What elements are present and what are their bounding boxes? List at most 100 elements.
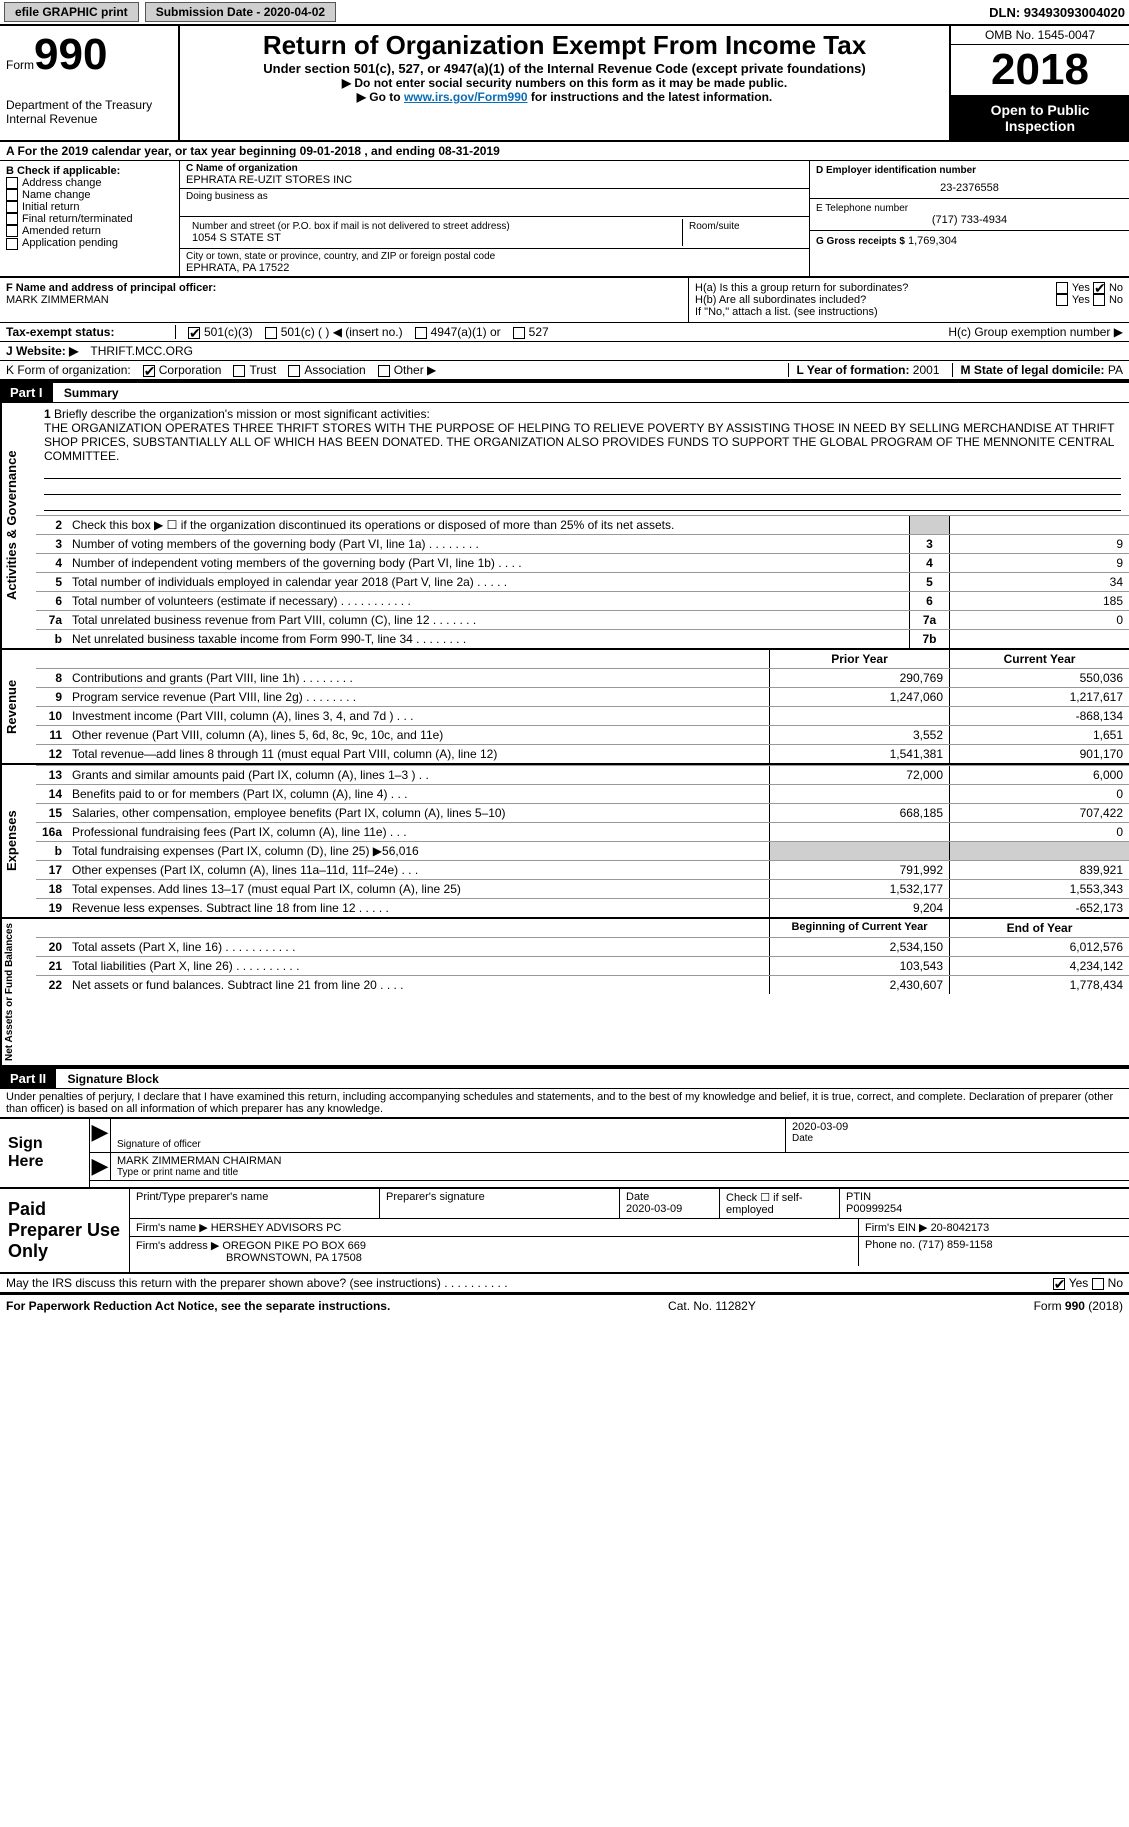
opt-527: 527: [529, 325, 549, 339]
prior-year-val: 72,000: [769, 766, 949, 784]
line-desc: Number of voting members of the governin…: [68, 535, 909, 553]
chk-address-change[interactable]: [6, 177, 18, 189]
prior-year-val: [769, 785, 949, 803]
prior-year-val: [769, 823, 949, 841]
chk-initial-return[interactable]: [6, 201, 18, 213]
lbl-app-pending: Application pending: [22, 237, 118, 249]
line-desc: Benefits paid to or for members (Part IX…: [68, 785, 769, 803]
line-ref: 3: [909, 535, 949, 553]
line-desc: Total number of individuals employed in …: [68, 573, 909, 591]
telephone: (717) 733-4934: [816, 214, 1123, 226]
line-desc: Grants and similar amounts paid (Part IX…: [68, 766, 769, 784]
prep-h3: Date: [626, 1191, 649, 1203]
prior-year-val: 791,992: [769, 861, 949, 879]
prior-year-val: 9,204: [769, 899, 949, 917]
prior-year-val: 3,552: [769, 726, 949, 744]
line-desc: Professional fundraising fees (Part IX, …: [68, 823, 769, 841]
line-desc: Other expenses (Part IX, column (A), lin…: [68, 861, 769, 879]
box-l-label: L Year of formation:: [797, 363, 910, 377]
open-to-public: Open to Public Inspection: [951, 96, 1129, 140]
prior-year-val: 103,543: [769, 957, 949, 975]
year-formation: 2001: [913, 363, 940, 377]
hb-no[interactable]: [1093, 294, 1105, 306]
discuss-yes[interactable]: [1053, 1278, 1065, 1290]
phone-label: Phone no.: [865, 1239, 915, 1251]
tax-period: A For the 2019 calendar year, or tax yea…: [0, 142, 1129, 161]
hdr-end-year: End of Year: [949, 919, 1129, 937]
chk-527[interactable]: [513, 327, 525, 339]
lbl-address-change: Address change: [22, 177, 102, 189]
line-num: 5: [36, 573, 68, 591]
line-desc: Program service revenue (Part VIII, line…: [68, 688, 769, 706]
box-d-label: D Employer identification number: [816, 165, 1123, 176]
h-a-label: H(a) Is this a group return for subordin…: [695, 282, 908, 294]
chk-assoc[interactable]: [288, 365, 300, 377]
line-ref: 7b: [909, 630, 949, 648]
efile-print-button[interactable]: efile GRAPHIC print: [4, 2, 139, 22]
line-val: 0: [949, 611, 1129, 629]
box-b-title: B Check if applicable:: [6, 165, 173, 177]
chk-corp[interactable]: [143, 365, 155, 377]
ha-yes[interactable]: [1056, 282, 1068, 294]
line-desc: Total assets (Part X, line 16) . . . . .…: [68, 938, 769, 956]
prep-h5: PTIN: [846, 1191, 871, 1203]
firm-phone: (717) 859-1158: [918, 1239, 992, 1251]
h-b-label: H(b) Are all subordinates included?: [695, 294, 866, 306]
line-num: 22: [36, 976, 68, 994]
sig-arrow2-icon: ▶: [90, 1153, 110, 1180]
dln: DLN: 93493093004020: [989, 5, 1125, 20]
h-b-note: If "No," attach a list. (see instruction…: [695, 306, 1123, 318]
chk-other[interactable]: [378, 365, 390, 377]
chk-501c[interactable]: [265, 327, 277, 339]
irs-link[interactable]: www.irs.gov/Form990: [404, 90, 528, 104]
firm-ein: 20-8042173: [931, 1222, 990, 1234]
form-title: Return of Organization Exempt From Incom…: [190, 30, 939, 61]
line-desc: Contributions and grants (Part VIII, lin…: [68, 669, 769, 687]
line-num: 13: [36, 766, 68, 784]
ein: 23-2376558: [816, 176, 1123, 194]
part1-title: Summary: [56, 384, 127, 402]
chk-501c3[interactable]: [188, 327, 200, 339]
prep-h4: Check ☐ if self-employed: [720, 1189, 840, 1218]
line-desc: Other revenue (Part VIII, column (A), li…: [68, 726, 769, 744]
line1-num: 1: [44, 407, 51, 421]
lbl-final-return: Final return/terminated: [22, 213, 133, 225]
chk-trust[interactable]: [233, 365, 245, 377]
line-desc: Salaries, other compensation, employee b…: [68, 804, 769, 822]
ha-no[interactable]: [1093, 282, 1105, 294]
current-year-val: 0: [949, 823, 1129, 841]
prior-year-val: 1,532,177: [769, 880, 949, 898]
chk-app-pending[interactable]: [6, 238, 18, 250]
line-desc: Revenue less expenses. Subtract line 18 …: [68, 899, 769, 917]
line-ref: 6: [909, 592, 949, 610]
perjury-declaration: Under penalties of perjury, I declare th…: [0, 1089, 1129, 1117]
irs-label: Internal Revenue: [6, 112, 172, 126]
line-desc: Total liabilities (Part X, line 26) . . …: [68, 957, 769, 975]
current-year-val: 6,000: [949, 766, 1129, 784]
current-year-val: 839,921: [949, 861, 1129, 879]
chk-name-change[interactable]: [6, 189, 18, 201]
line-desc: Total revenue—add lines 8 through 11 (mu…: [68, 745, 769, 763]
line-val: 185: [949, 592, 1129, 610]
hdr-current-year: Current Year: [949, 650, 1129, 668]
line-num: 10: [36, 707, 68, 725]
chk-amended[interactable]: [6, 225, 18, 237]
hb-yes[interactable]: [1056, 294, 1068, 306]
opt-other: Other ▶: [394, 363, 437, 377]
chk-4947[interactable]: [415, 327, 427, 339]
line-desc: Total number of volunteers (estimate if …: [68, 592, 909, 610]
line1-lead: Briefly describe the organization's miss…: [54, 407, 430, 421]
prep-date: 2020-03-09: [626, 1203, 682, 1215]
line-num: 14: [36, 785, 68, 803]
form-footer: Form 990 (2018): [1034, 1299, 1123, 1313]
current-year-val: [949, 842, 1129, 860]
k-form-label: K Form of organization:: [6, 363, 131, 377]
firm-name: HERSHEY ADVISORS PC: [211, 1222, 342, 1234]
paid-preparer-label: Paid Preparer Use Only: [0, 1189, 130, 1272]
chk-final-return[interactable]: [6, 213, 18, 225]
current-year-val: 707,422: [949, 804, 1129, 822]
prior-year-val: 1,541,381: [769, 745, 949, 763]
discuss-no[interactable]: [1092, 1278, 1104, 1290]
box-e-label: E Telephone number: [816, 203, 1123, 214]
line-num: 15: [36, 804, 68, 822]
